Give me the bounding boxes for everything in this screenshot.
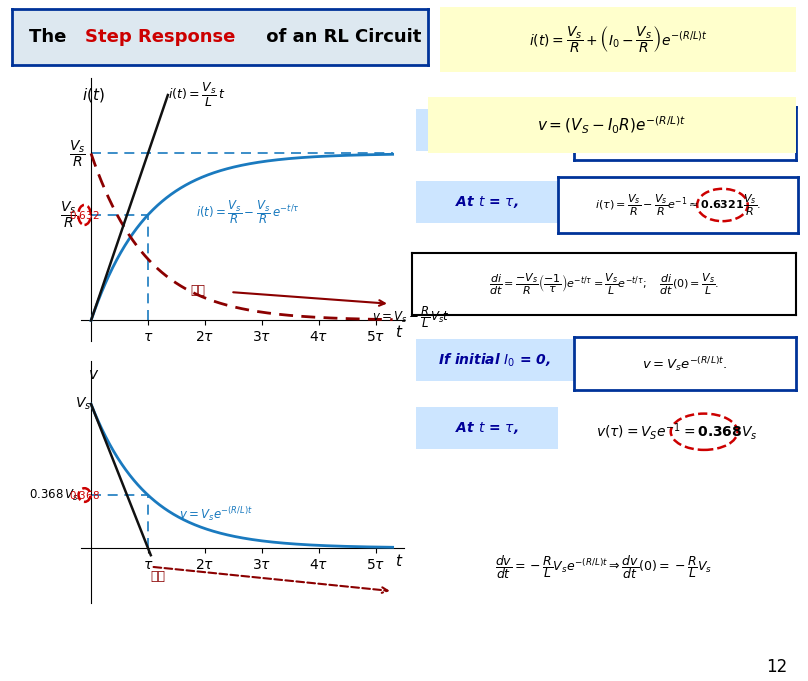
Text: of an RL Circuit: of an RL Circuit bbox=[259, 28, 421, 46]
Text: 斜率: 斜率 bbox=[151, 570, 166, 583]
Text: $v = V_s - \dfrac{R}{L}V_s t$: $v = V_s - \dfrac{R}{L}V_s t$ bbox=[372, 304, 449, 330]
Text: $V_s$: $V_s$ bbox=[75, 396, 92, 412]
Text: $v(\tau)=V_S e^{-1}=\mathbf{0.368}V_s$: $v(\tau)=V_S e^{-1}=\mathbf{0.368}V_s$ bbox=[595, 422, 758, 442]
Text: $0.368\,V_s$: $0.368\,V_s$ bbox=[29, 488, 78, 503]
Text: $v = V_s e^{-(R/L)t}$: $v = V_s e^{-(R/L)t}$ bbox=[179, 505, 253, 523]
Text: The: The bbox=[29, 28, 73, 46]
Text: $v$: $v$ bbox=[88, 366, 99, 381]
Text: $0.368$: $0.368$ bbox=[69, 489, 100, 501]
Text: At $\mathit{t}$ = $\tau$,: At $\mathit{t}$ = $\tau$, bbox=[455, 420, 519, 437]
Text: 12: 12 bbox=[767, 658, 788, 676]
Text: $t$: $t$ bbox=[395, 324, 404, 340]
Text: $\dfrac{V_s}{R}$: $\dfrac{V_s}{R}$ bbox=[60, 200, 77, 230]
Text: $0.632$: $0.632$ bbox=[69, 209, 100, 221]
Text: $t$: $t$ bbox=[395, 553, 404, 569]
Text: $i(\tau) = \dfrac{V_s}{R} - \dfrac{V_s}{R}e^{-1} \approx \mathbf{0.6321}\dfrac{V: $i(\tau) = \dfrac{V_s}{R} - \dfrac{V_s}{… bbox=[595, 192, 761, 218]
Text: $i(t) = \dfrac{V_s}{R} - \dfrac{V_s}{R}e^{-(R/L)t}.$: $i(t) = \dfrac{V_s}{R} - \dfrac{V_s}{R}e… bbox=[626, 120, 743, 147]
Text: $i(t)=\dfrac{V_s}{R}+\left(I_0-\dfrac{V_s}{R}\right)e^{-(R/L)t}$: $i(t)=\dfrac{V_s}{R}+\left(I_0-\dfrac{V_… bbox=[528, 24, 708, 54]
Text: If initial $\mathit{I}_0$ = 0,: If initial $\mathit{I}_0$ = 0, bbox=[439, 351, 551, 369]
Text: $v = \left(V_S - I_0 R\right)e^{-(R/L)t}$: $v = \left(V_S - I_0 R\right)e^{-(R/L)t}… bbox=[537, 115, 687, 136]
Text: If initial $\mathit{I}_0$ = 0,: If initial $\mathit{I}_0$ = 0, bbox=[439, 121, 551, 139]
Text: $\dfrac{V_s}{R}$: $\dfrac{V_s}{R}$ bbox=[69, 138, 86, 169]
Text: At $\mathit{t}$ = $\tau$,: At $\mathit{t}$ = $\tau$, bbox=[455, 194, 519, 210]
Text: $i(t)$: $i(t)$ bbox=[82, 86, 105, 104]
Text: $\dfrac{di}{dt} = \dfrac{-V_s}{R}\left(\dfrac{-1}{\tau}\right)e^{-t/\tau} = \dfr: $\dfrac{di}{dt} = \dfrac{-V_s}{R}\left(\… bbox=[489, 271, 719, 297]
Text: $\dfrac{dv}{dt} = -\dfrac{R}{L}V_s e^{-(R/L)t} \Rightarrow \dfrac{dv}{dt}(0) = -: $\dfrac{dv}{dt} = -\dfrac{R}{L}V_s e^{-(… bbox=[495, 554, 713, 581]
Text: 斜率: 斜率 bbox=[191, 284, 205, 297]
Text: Step Response: Step Response bbox=[85, 28, 235, 46]
Text: $i(t) = \dfrac{V_s}{R} - \dfrac{V_s}{R}\,e^{-t/\tau}$: $i(t) = \dfrac{V_s}{R} - \dfrac{V_s}{R}\… bbox=[196, 198, 300, 226]
Text: $v = V_s e^{-(R/L)t}.$: $v = V_s e^{-(R/L)t}.$ bbox=[642, 355, 727, 373]
Text: $i(t) = \dfrac{V_s}{L}\,t$: $i(t) = \dfrac{V_s}{L}\,t$ bbox=[168, 81, 225, 110]
